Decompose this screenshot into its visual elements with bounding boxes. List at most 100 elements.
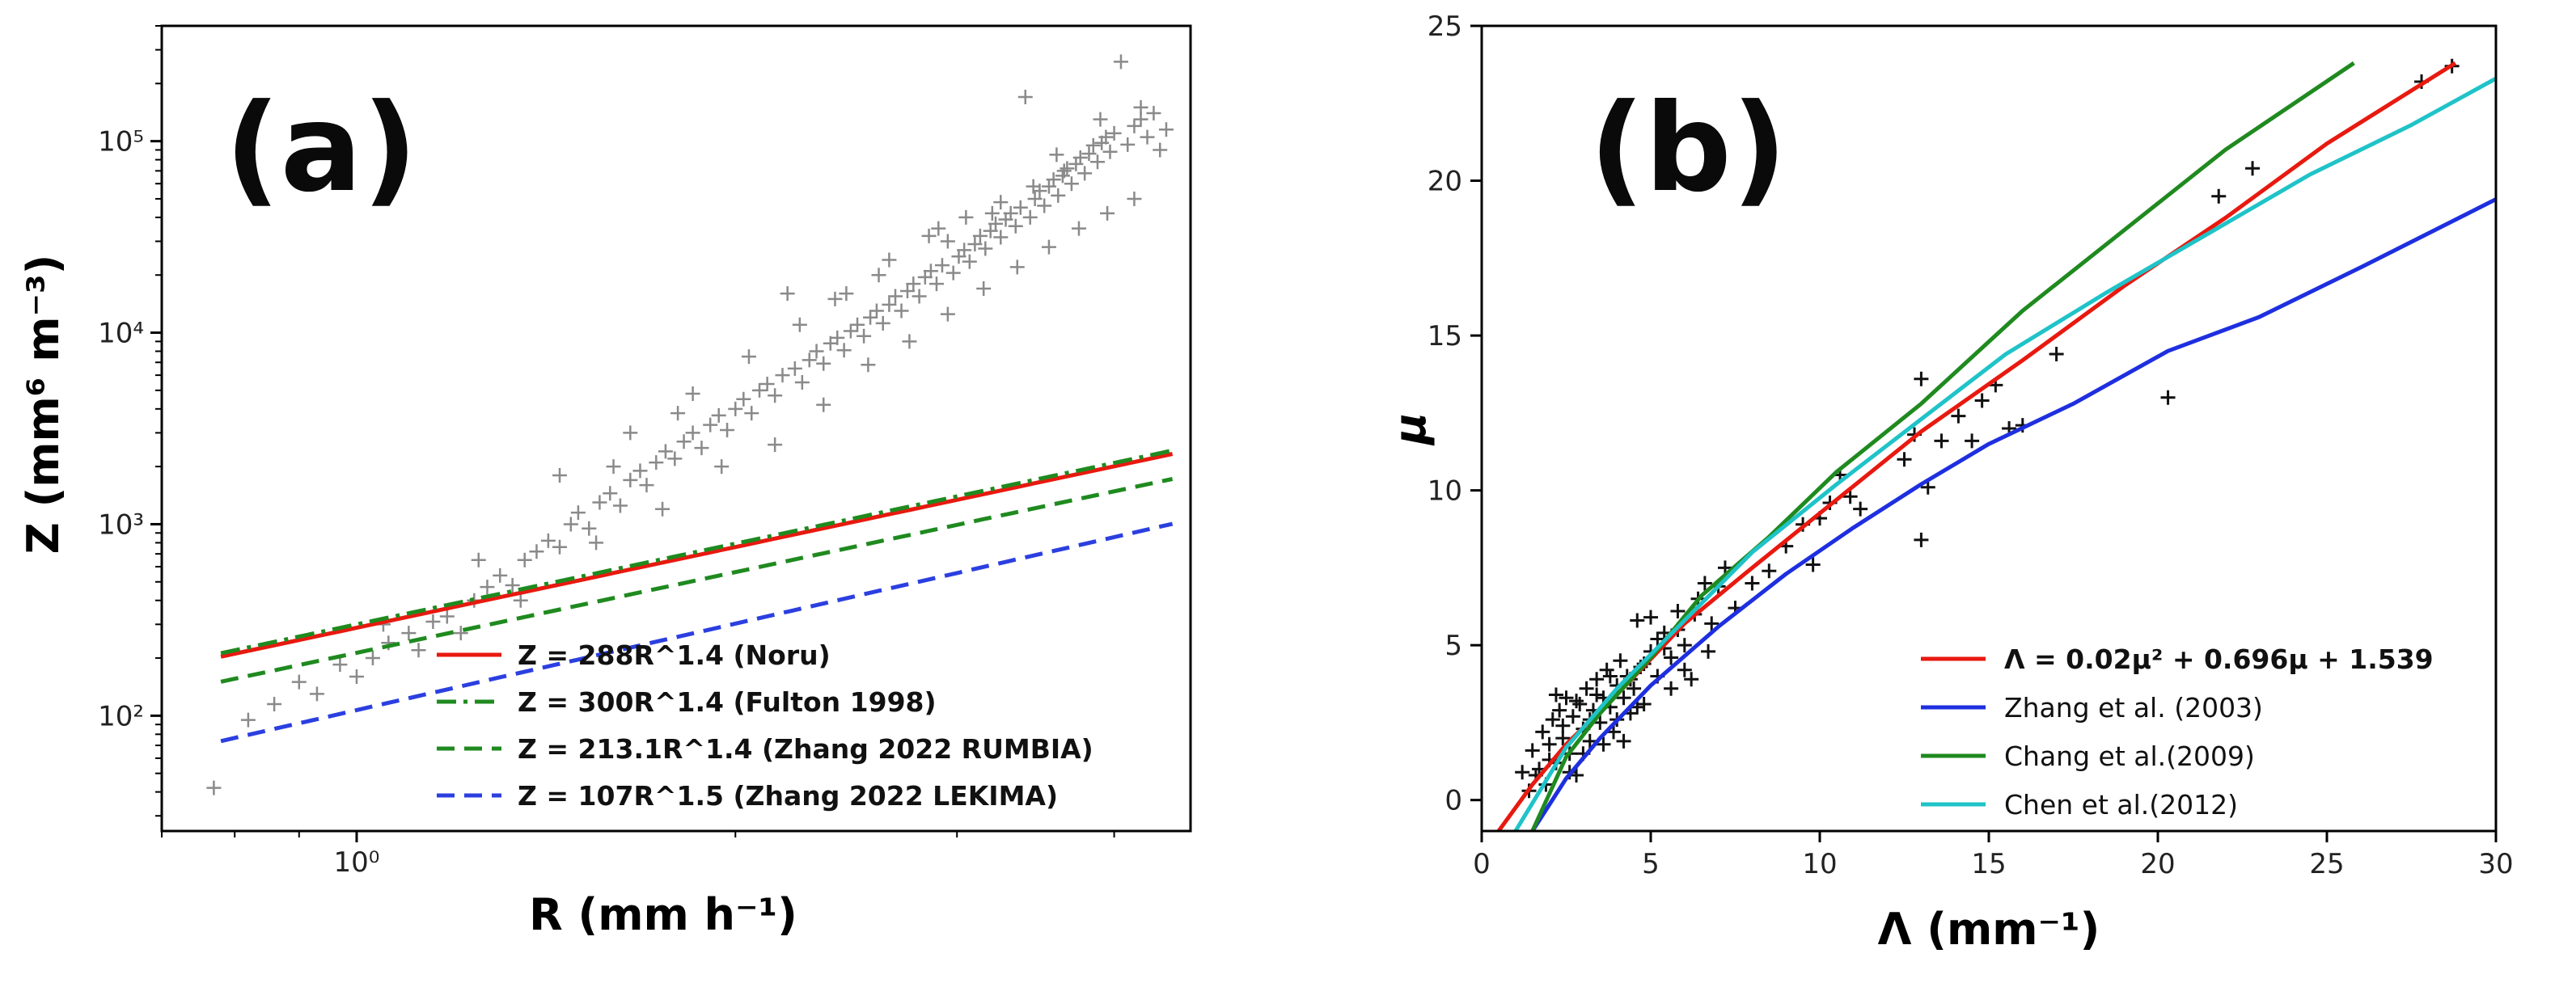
scatter-point <box>736 391 751 407</box>
scatter-point <box>741 349 756 365</box>
scatter-point <box>540 533 556 548</box>
legend-label-4: Z = 107R^1.5 (Zhang 2022 LEKIMA) <box>518 780 1058 812</box>
scatter-point <box>794 375 810 390</box>
x-tick-label: 15 <box>1971 848 2006 880</box>
fit-line-3 <box>220 477 1174 684</box>
scatter-point <box>570 505 586 521</box>
scatter-point <box>1684 672 1699 687</box>
panel-a: 10² 10³ 10⁴ 10⁵ 10⁰ (a) R (mm h⁻¹) Z (mm⁶ m⁻… <box>18 24 1192 940</box>
x-tick-label: 0 <box>1473 848 1491 880</box>
scatter-point <box>552 539 568 555</box>
scatter-point <box>945 265 961 281</box>
legend-label-3: Chang et al.(2009) <box>2004 740 2255 772</box>
scatter-point <box>411 643 426 658</box>
scatter-point <box>606 459 621 475</box>
scatter-point <box>857 328 872 344</box>
scatter-point <box>816 356 831 371</box>
scatter-point <box>1914 532 1929 547</box>
scatter-point <box>1630 613 1645 628</box>
scatter-point <box>2245 161 2261 176</box>
panel-b-legend: Λ = 0.02μ² + 0.696μ + 1.539 Zhang et al. … <box>1921 643 2434 821</box>
y-tick-label: 10² <box>98 700 144 732</box>
scatter-point <box>1677 638 1692 653</box>
scatter-point <box>768 437 783 453</box>
panel-b: 0 5 10 15 20 25 30 0 5 10 15 20 25 (b) Λ (mm⁻¹) μ Λ … <box>1385 11 2514 955</box>
scatter-point <box>1697 576 1712 591</box>
scatter-point <box>836 343 852 358</box>
scatter-point <box>2211 188 2227 204</box>
scatter-point <box>993 195 1009 210</box>
scatter-point <box>882 297 897 312</box>
scatter-point <box>349 669 364 685</box>
scatter-point <box>768 388 783 403</box>
scatter-point <box>685 425 700 441</box>
scatter-point <box>439 609 455 624</box>
scatter-point <box>694 441 709 456</box>
scatter-point <box>670 406 686 421</box>
scatter-point <box>1542 736 1557 752</box>
x-tick-label: 25 <box>2309 848 2344 880</box>
scatter-point <box>658 444 673 459</box>
scatter-point <box>401 626 417 641</box>
scatter-point <box>1602 669 1618 684</box>
scatter-point <box>1613 653 1628 669</box>
scatter-point <box>1515 765 1530 780</box>
x-tick-label: 10 <box>1802 848 1837 880</box>
scatter-point <box>1098 129 1114 145</box>
legend-label-2: Z = 300R^1.4 (Fulton 1998) <box>518 686 937 718</box>
panel-b-ticks: 0 5 10 15 20 25 30 0 5 10 15 20 25 <box>1428 11 2514 880</box>
scatter-point <box>639 478 654 493</box>
scatter-point <box>365 651 380 666</box>
panel-b-curves <box>1496 61 2496 831</box>
scatter-point <box>1569 694 1584 709</box>
scatter-point <box>1951 408 1966 424</box>
scatter-point <box>972 228 988 243</box>
y-tick-label: 20 <box>1428 166 1462 198</box>
scatter-point <box>775 368 790 383</box>
scatter-point <box>759 376 775 391</box>
scatter-point <box>471 552 486 567</box>
scatter-point <box>780 286 795 302</box>
scatter-point <box>1626 681 1642 696</box>
scatter-point <box>1085 137 1101 153</box>
scatter-point <box>882 252 897 268</box>
scatter-point <box>1113 54 1128 70</box>
scatter-point <box>1060 161 1075 176</box>
scatter-point <box>861 357 876 373</box>
curve-1 <box>1496 61 2457 831</box>
scatter-point <box>787 361 802 376</box>
fit-line-1 <box>220 452 1174 659</box>
scatter-point <box>744 406 759 421</box>
scatter-point <box>1596 736 1611 752</box>
scatter-point <box>1552 702 1567 718</box>
scatter-point <box>676 434 692 449</box>
scatter-point <box>888 289 903 304</box>
panel-a-xlabel: R (mm h⁻¹) <box>529 889 797 940</box>
x-tick-label: 20 <box>2140 848 2175 880</box>
fit-line-4 <box>220 521 1174 744</box>
scatter-point <box>894 303 909 319</box>
scatter-point <box>752 382 768 398</box>
scatter-point <box>978 241 993 256</box>
scatter-point <box>1650 631 1665 647</box>
scatter-point <box>1072 150 1088 166</box>
y-tick-label: 10⁵ <box>98 126 144 158</box>
curve-2 <box>1530 197 2496 831</box>
y-tick-label: 0 <box>1445 785 1462 817</box>
scatter-point <box>1555 718 1571 733</box>
scatter-point <box>728 401 743 416</box>
scatter-point <box>1842 489 1858 504</box>
legend-label-2: Zhang et al. (2003) <box>2004 692 2263 724</box>
scatter-point <box>505 577 520 593</box>
scatter-point <box>309 686 324 702</box>
scatter-point <box>267 696 282 711</box>
y-tick-label: 15 <box>1428 320 1462 352</box>
scatter-point <box>1545 712 1560 728</box>
scatter-point <box>1037 198 1052 213</box>
scatter-point <box>1146 106 1161 121</box>
scatter-point <box>1582 733 1597 749</box>
scatter-point <box>1013 200 1028 215</box>
scatter-point <box>332 657 348 673</box>
panel-b-ylabel: μ <box>1385 412 1436 446</box>
scatter-point <box>1664 650 1679 665</box>
